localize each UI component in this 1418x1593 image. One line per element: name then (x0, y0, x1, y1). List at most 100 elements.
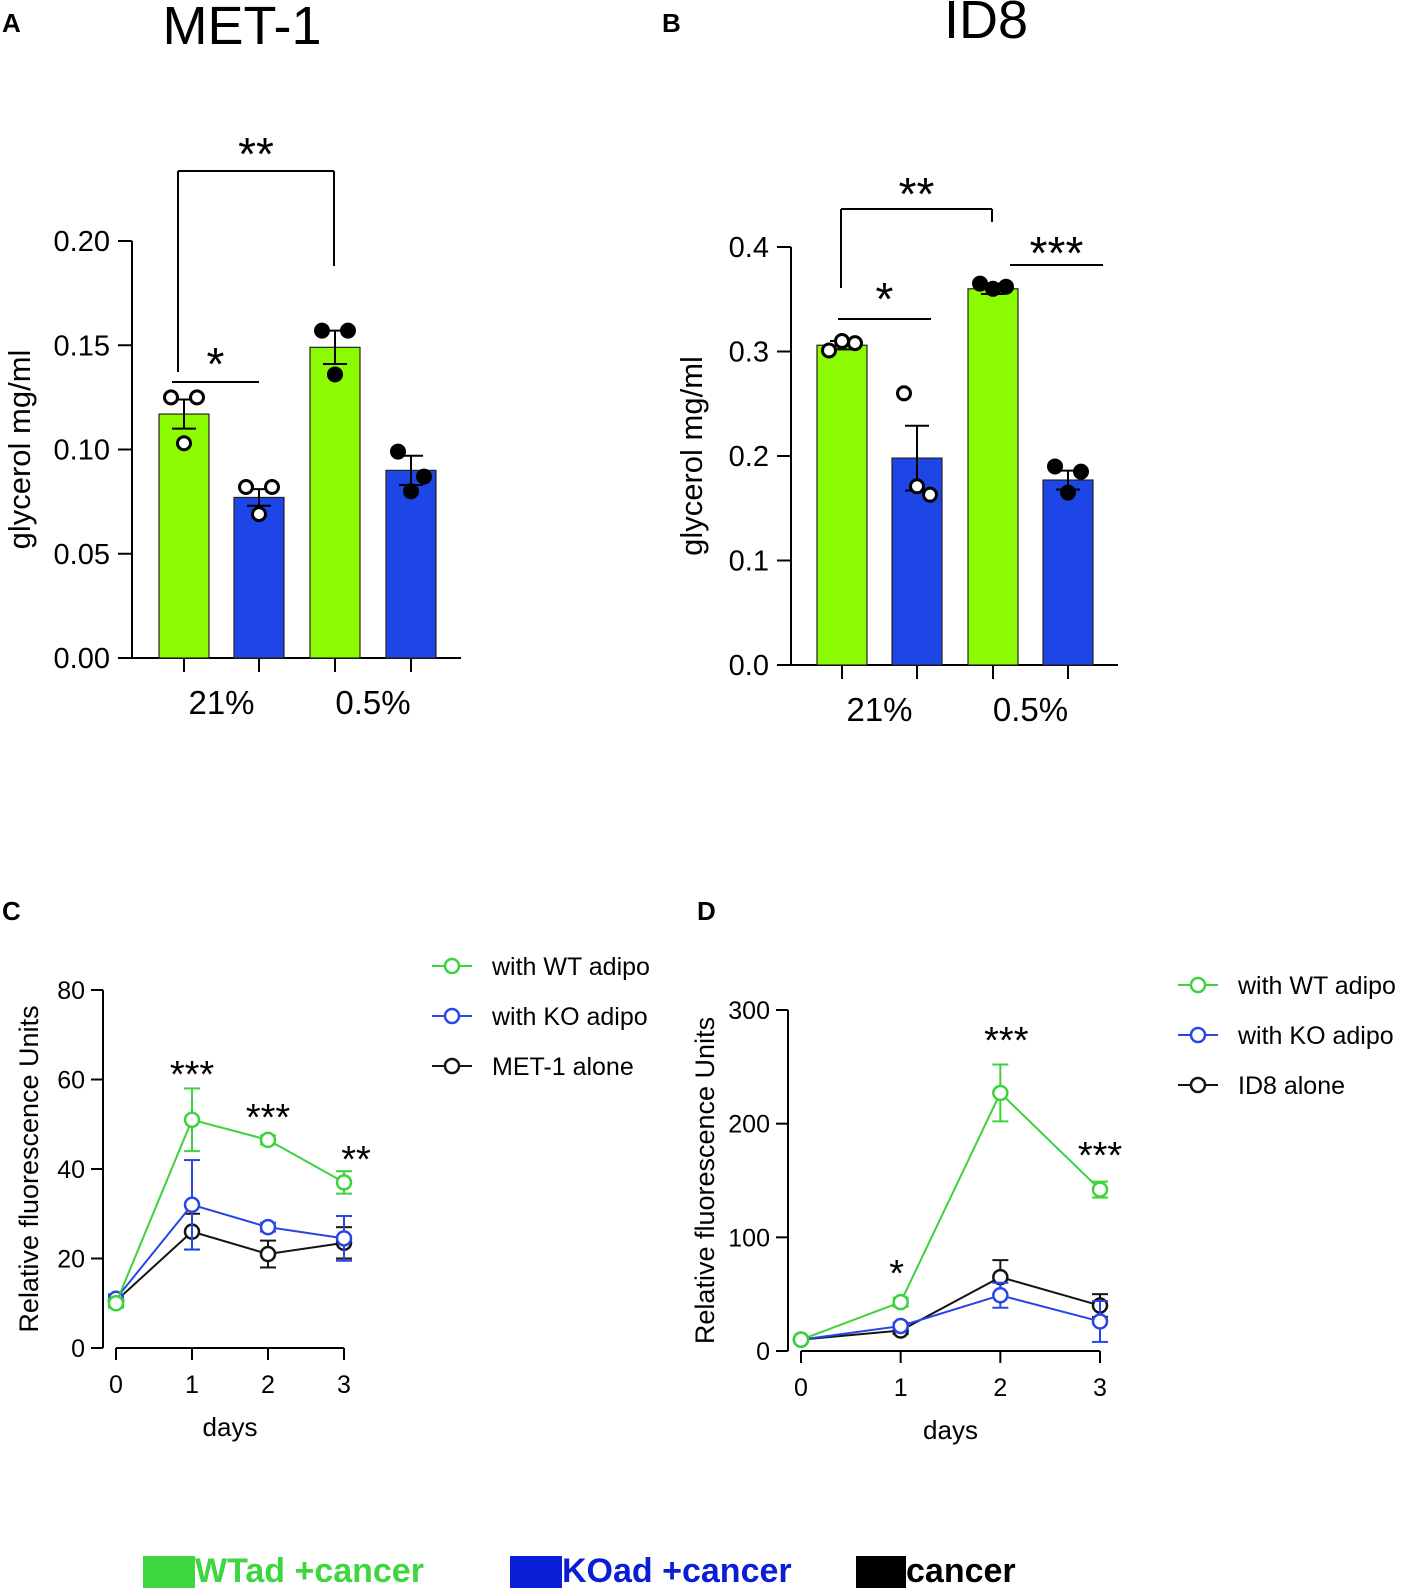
series-point (259, 1245, 277, 1263)
panel-a-y-tick-label: 0.05 (54, 539, 110, 571)
legend-marker (443, 957, 461, 975)
data-point (416, 468, 432, 485)
data-point (390, 443, 406, 460)
bottom-legend-label-ko: KOad +cancer (562, 1552, 792, 1590)
panel-a-ylabel: glycerol mg/ml (2, 350, 37, 550)
panel-d-y-tick-label: 100 (728, 1224, 770, 1252)
legend-marker (1189, 1026, 1207, 1044)
data-point (821, 342, 837, 359)
series-line (800, 1091, 1101, 1341)
series-point (335, 1230, 353, 1247)
panel-a-group-label: 0.5% (335, 684, 410, 721)
panel-b-group-label: 21% (846, 691, 912, 728)
data-point (163, 389, 179, 406)
bottom-legend-item-wt: WTad +cancer (143, 1550, 424, 1593)
panel-d-legend-label: with KO adipo (1237, 1022, 1394, 1050)
panel-b-sig-label: ** (899, 168, 935, 220)
data-point (1073, 463, 1089, 480)
panel-d-sig-label: *** (984, 1020, 1029, 1062)
series-point (183, 1111, 201, 1129)
panel-b-y-tick-label: 0.4 (729, 232, 769, 264)
panel-c-x-tick-label: 3 (337, 1371, 351, 1399)
panel-d-y-tick-label: 0 (756, 1338, 770, 1366)
panel-d-x-tick-label: 3 (1093, 1374, 1107, 1402)
panel-d-xlabel: days (923, 1415, 978, 1445)
panel-c-sig-label: ** (341, 1139, 371, 1181)
series-point (792, 1331, 810, 1348)
legend-marker (443, 1057, 461, 1075)
series-point (992, 1084, 1009, 1102)
panel-c-x-tick-label: 2 (261, 1371, 275, 1399)
ko-swatch (510, 1555, 562, 1588)
data-point (251, 506, 267, 523)
panel-a-y-tick-label: 0.20 (54, 226, 110, 258)
panel-b-y-tick-label: 0.3 (729, 337, 769, 369)
series-point (892, 1293, 909, 1311)
series-point (335, 1174, 353, 1191)
panel-c-x-tick-label: 0 (109, 1371, 123, 1399)
panel-c-y-tick-label: 40 (57, 1156, 85, 1184)
panel-b-sig-label: * (876, 273, 894, 325)
panel-a-letter: A (2, 8, 21, 38)
panel-b-group-label: 0.5% (993, 691, 1068, 728)
data-point (922, 486, 938, 503)
panel-a-sig-label: * (207, 338, 225, 390)
panel-d-x-tick-label: 2 (993, 1374, 1007, 1402)
data-point (403, 483, 419, 500)
panel-c-sig-label: *** (246, 1097, 291, 1139)
wt-swatch (143, 1555, 195, 1588)
bar (967, 288, 1019, 666)
data-point (327, 366, 343, 383)
series-point (259, 1218, 277, 1236)
bar (816, 344, 868, 666)
series-line (115, 1203, 345, 1300)
bar (385, 469, 437, 659)
panel-d-y-tick-label: 200 (728, 1111, 770, 1139)
series-point (259, 1131, 277, 1149)
bar (1042, 479, 1094, 666)
panel-c-legend-label: MET-1 alone (492, 1053, 634, 1081)
panel-d-sig-label: * (889, 1253, 904, 1295)
series-line (115, 1230, 345, 1302)
panel-c-letter: C (2, 896, 21, 926)
panel-b-letter: B (662, 8, 681, 38)
panel-d-x-tick-label: 1 (894, 1374, 908, 1402)
data-point (1060, 484, 1076, 501)
panel-a-sig-label: ** (238, 128, 274, 180)
panel-b-sig-label: *** (1030, 227, 1084, 279)
panel-d-legend-label: ID8 alone (1238, 1072, 1345, 1100)
panel-b-y-tick-label: 0.1 (729, 546, 769, 578)
panel-a-y-tick-label: 0.10 (54, 435, 110, 467)
panel-a-group-label: 21% (188, 684, 254, 721)
data-point (985, 280, 1001, 297)
series-point (1091, 1181, 1109, 1198)
bottom-legend-item-cancer: cancer (856, 1550, 1016, 1593)
series-point (992, 1287, 1009, 1304)
data-point (972, 275, 988, 292)
data-point (998, 278, 1014, 295)
bottom-legend-label-wt: WTad +cancer (195, 1552, 424, 1590)
panel-d-y-tick-label: 300 (728, 997, 770, 1025)
data-point (896, 385, 912, 402)
bottom-legend: WTad +cancer KOad +cancer cancer (0, 1550, 1418, 1593)
series-point (183, 1196, 201, 1214)
data-point (238, 479, 254, 496)
panel-c-legend-label: with WT adipo (491, 953, 650, 981)
bottom-legend-item-ko: KOad +cancer (510, 1550, 792, 1593)
panel-c-y-tick-label: 0 (71, 1335, 85, 1363)
panel-c-legend-label: with KO adipo (491, 1003, 648, 1031)
panel-c-ylabel: Relative fluorescence Units (14, 1005, 44, 1332)
panel-d-ylabel: Relative fluorescence Units (690, 1017, 720, 1344)
panel-d-letter: D (697, 896, 716, 926)
panel-d-x-tick-label: 0 (794, 1374, 808, 1402)
panel-b-y-tick-label: 0.2 (729, 441, 769, 473)
panel-b-ylabel: glycerol mg/ml (674, 356, 709, 556)
legend-marker (1189, 976, 1207, 994)
panel-d-sig-label: *** (1078, 1135, 1123, 1177)
series-line (800, 1276, 1101, 1341)
series-point (1091, 1313, 1109, 1330)
bar (158, 413, 210, 659)
panel-c-y-tick-label: 60 (57, 1067, 85, 1095)
legend-marker (443, 1007, 461, 1025)
